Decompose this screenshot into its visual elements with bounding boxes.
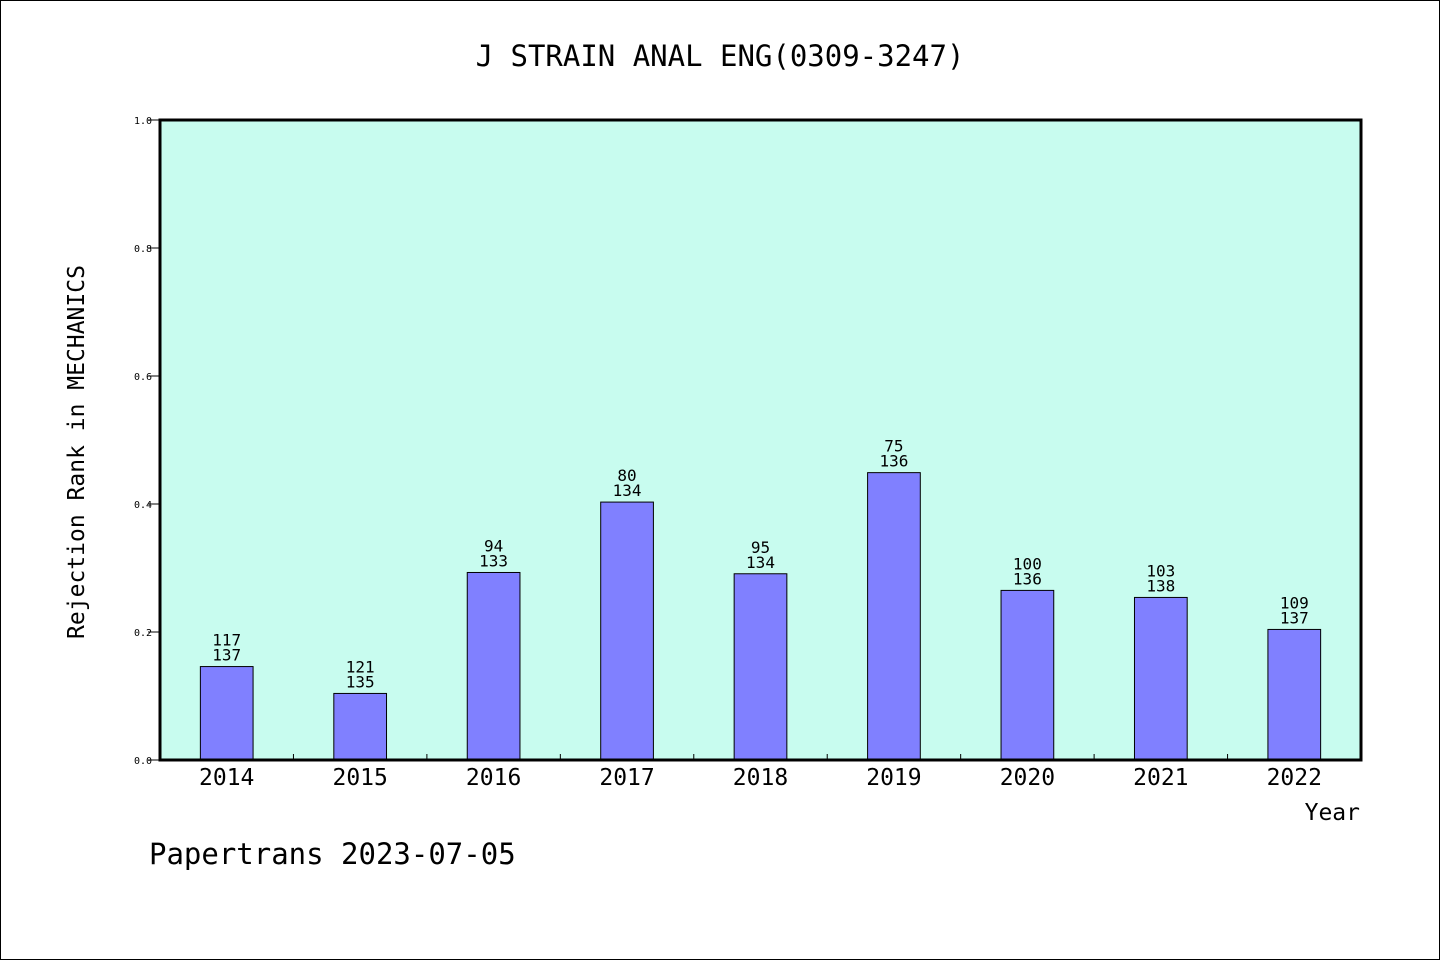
x-tick-label: 2021 bbox=[1133, 765, 1188, 791]
bar-label-bottom: 135 bbox=[346, 672, 375, 691]
bar-label-top: 94 bbox=[484, 536, 503, 555]
bar-label-top: 75 bbox=[884, 437, 903, 456]
bar-label-bottom: 133 bbox=[479, 551, 508, 570]
bar-label-bottom: 134 bbox=[613, 481, 642, 500]
x-tick-label: 2014 bbox=[199, 765, 254, 791]
y-tick-label: 0.4 bbox=[134, 500, 152, 511]
bar-label-top: 103 bbox=[1146, 561, 1175, 580]
bar bbox=[333, 692, 388, 761]
bar bbox=[1000, 589, 1055, 761]
bar bbox=[1267, 628, 1322, 761]
bar bbox=[1133, 596, 1188, 761]
bar-label-top: 109 bbox=[1280, 593, 1309, 612]
x-tick-label: 2019 bbox=[866, 765, 921, 791]
y-tick-label: 0.6 bbox=[134, 372, 152, 383]
x-axis-label: Year bbox=[1305, 800, 1360, 826]
x-axis-ticks: 2014 2015 2016 2017 2018 2019 2020 2021 2022 bbox=[199, 754, 1322, 791]
bar-label-top: 80 bbox=[617, 466, 636, 485]
bar bbox=[867, 472, 921, 761]
x-tick-label: 2016 bbox=[466, 765, 521, 791]
footer-credit: Papertrans 2023-07-05 bbox=[149, 837, 516, 871]
bar-label-top: 95 bbox=[751, 538, 770, 557]
bar-label-bottom: 138 bbox=[1146, 576, 1175, 595]
x-tick-label: 2017 bbox=[599, 765, 654, 791]
bar bbox=[199, 666, 254, 761]
x-tick-label: 2015 bbox=[332, 765, 387, 791]
bar-label-top: 100 bbox=[1013, 554, 1042, 573]
bar-label-bottom: 136 bbox=[879, 452, 908, 471]
bar-label-bottom: 134 bbox=[746, 553, 775, 572]
bar bbox=[600, 501, 654, 761]
y-tick-label: 0.2 bbox=[134, 628, 152, 639]
x-tick-label: 2018 bbox=[733, 765, 788, 791]
bar-label-bottom: 137 bbox=[212, 646, 241, 665]
bar-label-bottom: 136 bbox=[1013, 569, 1042, 588]
chart-title: J STRAIN ANAL ENG(0309-3247) bbox=[476, 39, 965, 73]
y-axis-ticks: 0.0 0.2 0.4 0.6 0.8 1.0 bbox=[134, 116, 160, 767]
bar bbox=[466, 571, 521, 761]
bar-label-top: 121 bbox=[346, 657, 375, 676]
x-tick-label: 2020 bbox=[1000, 765, 1055, 791]
y-axis-label: Rejection Rank in MECHANICS bbox=[64, 265, 90, 639]
y-tick-label: 0.0 bbox=[134, 756, 152, 767]
bar-label-top: 117 bbox=[212, 631, 241, 650]
bar bbox=[733, 573, 788, 761]
y-tick-label: 0.8 bbox=[134, 244, 152, 255]
x-tick-label: 2022 bbox=[1267, 765, 1322, 791]
y-tick-label: 1.0 bbox=[134, 116, 152, 127]
bar-label-bottom: 137 bbox=[1280, 608, 1309, 627]
plot-border bbox=[158, 118, 1363, 762]
